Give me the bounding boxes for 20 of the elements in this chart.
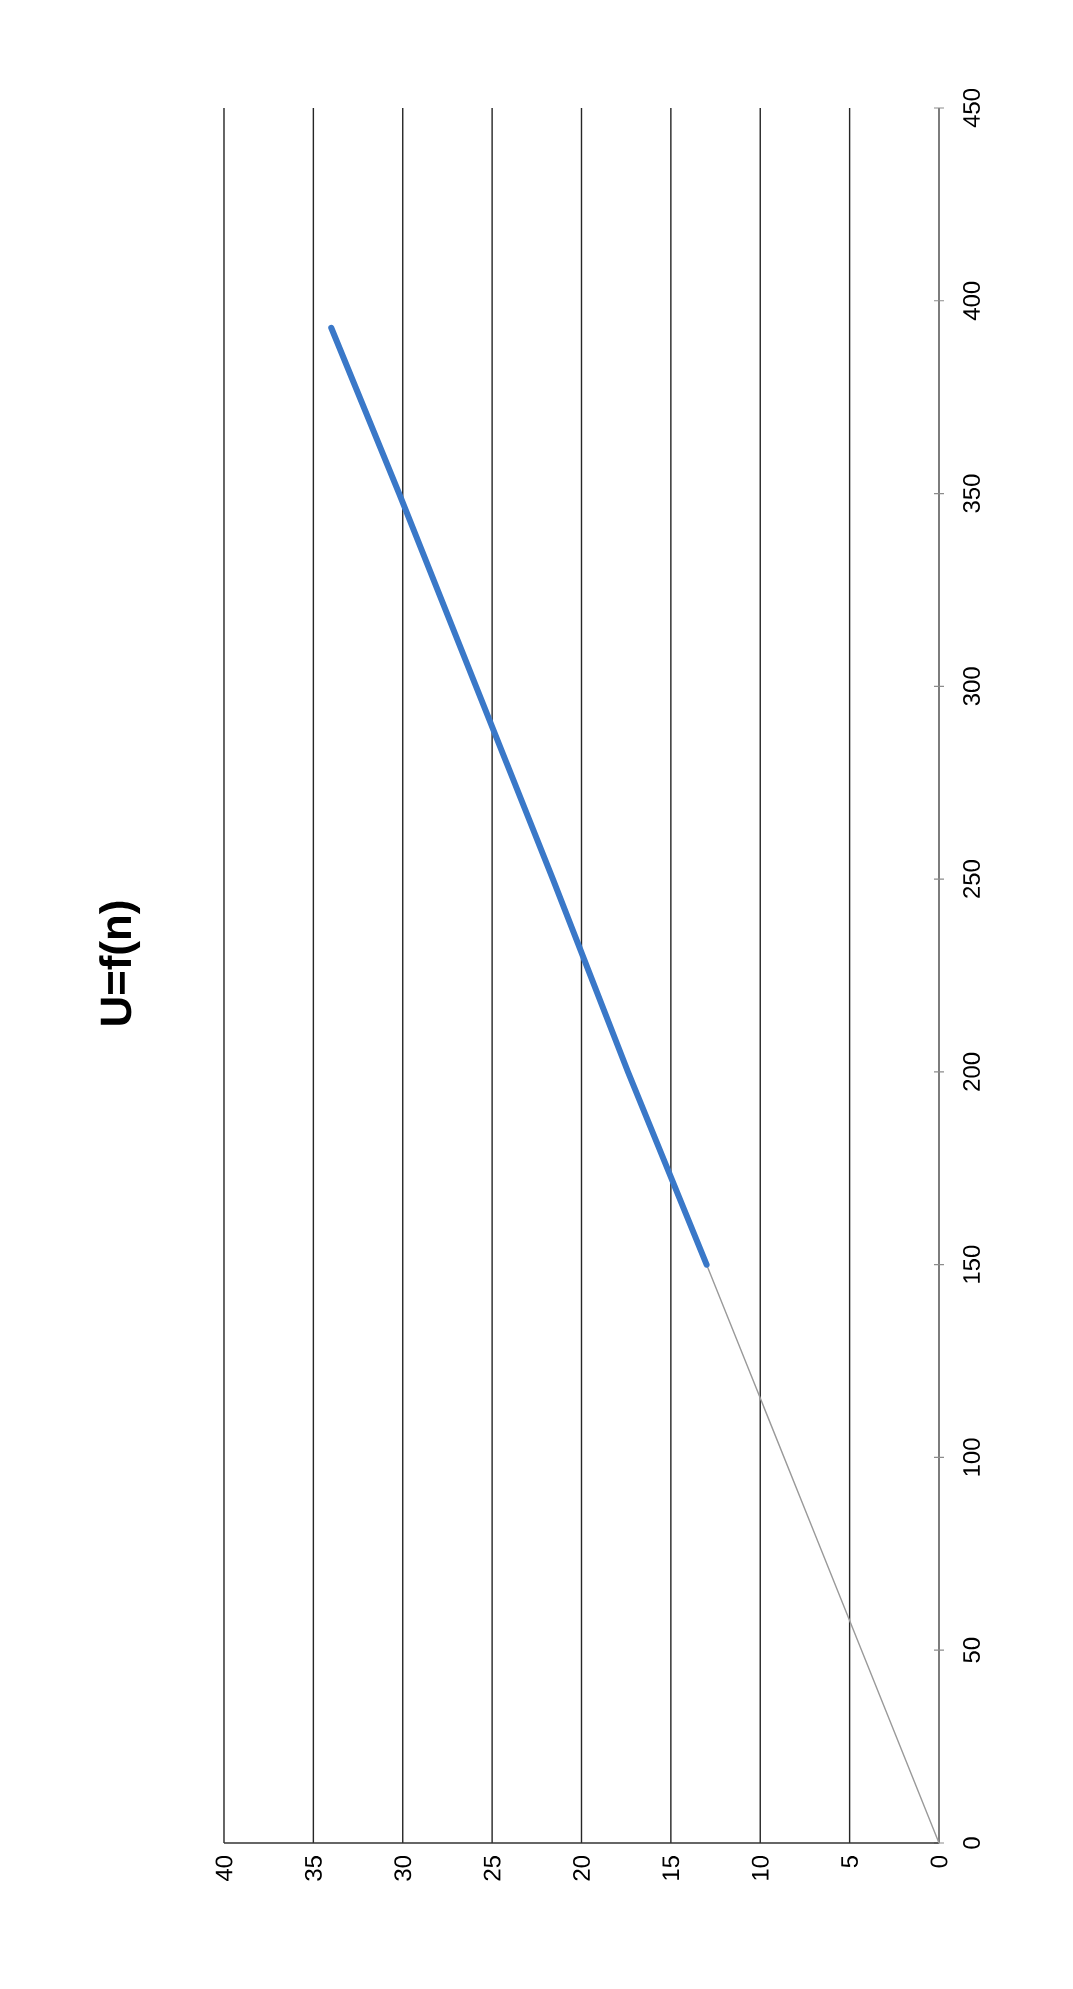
y-tick-label: 350	[963, 474, 980, 513]
x-tick-label: 35	[304, 1856, 322, 1881]
y-tick-label: 150	[963, 1245, 980, 1283]
y-tick-label: 0	[963, 1837, 980, 1849]
x-tick-label: 20	[573, 1855, 590, 1881]
x-tick-label: 30	[394, 1855, 412, 1881]
text: U=f(n)	[99, 901, 141, 1025]
x-tick-label: 10	[751, 1855, 769, 1880]
y-tick-label: 300	[963, 667, 980, 706]
x-tick-label: 5	[841, 1856, 858, 1868]
y-tick-label: 450	[963, 88, 980, 128]
x-tick-label: 40	[215, 1855, 233, 1882]
x-tick-label: 15	[662, 1856, 680, 1880]
y-tick-label: 50	[963, 1637, 980, 1663]
y-tick-label: 250	[963, 860, 980, 898]
y-tick-label: 100	[963, 1438, 980, 1476]
y-tick-label: 400	[963, 281, 980, 321]
x-tick-label: 25	[483, 1856, 501, 1881]
x-tick-label: 0	[930, 1855, 948, 1868]
y-tick-label: 200	[963, 1052, 980, 1091]
